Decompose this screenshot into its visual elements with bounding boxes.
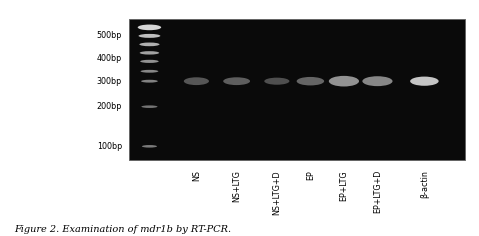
Text: NS: NS: [192, 170, 201, 181]
Ellipse shape: [140, 60, 159, 63]
Text: NS+LTG: NS+LTG: [232, 170, 241, 202]
Text: 200bp: 200bp: [97, 102, 122, 111]
Ellipse shape: [184, 77, 209, 85]
Ellipse shape: [223, 77, 250, 85]
Text: NS+LTG+D: NS+LTG+D: [273, 170, 281, 215]
Text: EP+LTG+D: EP+LTG+D: [373, 170, 382, 213]
Text: 100bp: 100bp: [97, 142, 122, 151]
Text: EP: EP: [306, 170, 315, 180]
Ellipse shape: [140, 51, 159, 55]
Ellipse shape: [138, 34, 160, 38]
Text: 300bp: 300bp: [97, 77, 122, 86]
Ellipse shape: [140, 70, 159, 73]
Text: EP+LTG: EP+LTG: [340, 170, 348, 201]
Ellipse shape: [362, 76, 392, 86]
Ellipse shape: [329, 76, 359, 87]
Ellipse shape: [138, 25, 161, 30]
Text: β-actin: β-actin: [420, 170, 429, 198]
Ellipse shape: [264, 78, 289, 85]
Ellipse shape: [410, 76, 439, 86]
Text: 500bp: 500bp: [97, 31, 122, 40]
Bar: [129, 19, 465, 160]
Ellipse shape: [139, 42, 160, 46]
Ellipse shape: [141, 80, 158, 83]
Ellipse shape: [142, 145, 157, 148]
Ellipse shape: [297, 77, 324, 85]
Text: 400bp: 400bp: [97, 54, 122, 63]
Ellipse shape: [141, 105, 158, 108]
Text: Figure 2. Examination of mdr1b by RT-PCR.: Figure 2. Examination of mdr1b by RT-PCR…: [14, 225, 231, 234]
